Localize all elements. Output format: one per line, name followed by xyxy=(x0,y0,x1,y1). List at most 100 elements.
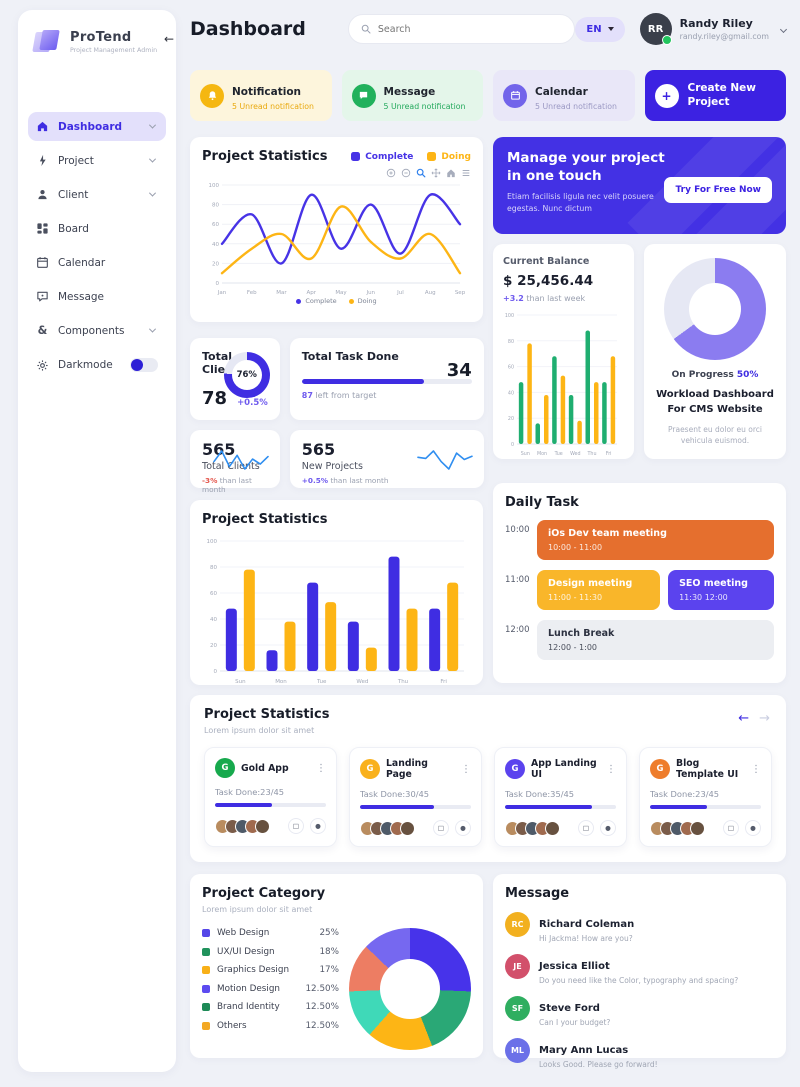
project-icon: G xyxy=(650,759,670,779)
kebab-menu-icon[interactable]: ⋮ xyxy=(606,763,616,775)
quick-card-subtitle: 5 Unread notification xyxy=(383,102,466,111)
try-for-free-button[interactable]: Try For Free Now xyxy=(664,177,772,203)
record-button[interactable]: ● xyxy=(600,820,616,836)
quick-card-notification[interactable]: Notification 5 Unread notification xyxy=(190,70,332,121)
selection-zoom-icon[interactable] xyxy=(416,168,426,178)
svg-text:Jun: Jun xyxy=(365,290,375,296)
projects-sparkline xyxy=(416,450,473,470)
menu-icon[interactable] xyxy=(461,168,471,178)
carousel-prev-button[interactable]: ← xyxy=(738,711,750,726)
record-button[interactable]: ● xyxy=(310,818,326,834)
board-icon xyxy=(36,222,49,235)
plus-icon: + xyxy=(654,83,679,108)
workload-desc: Praesent eu dolor eu orci vehicula euism… xyxy=(668,425,762,446)
projects-565-value: 565 xyxy=(301,440,336,459)
message-item[interactable]: ML Mary Ann Lucas Looks Good. Please go … xyxy=(505,1038,774,1069)
project-statistics-line-chart: 0 20 40 60 80 100 Jan Feb Mar Apr May Jun Jul Aug Sep xyxy=(209,183,466,296)
task-progress-bar xyxy=(301,379,425,384)
project-statistics-line-card: Project Statistics Complete Doing 0 20 40 6… xyxy=(190,137,483,322)
svg-text:May: May xyxy=(335,290,347,296)
attachment-button[interactable]: □ xyxy=(578,820,594,836)
app-tagline: Project Management Admin xyxy=(70,47,158,54)
svg-text:100: 100 xyxy=(209,183,220,189)
project-card[interactable]: G Blog Template UI ⋮ Task Done:23/45 □ ● xyxy=(639,747,772,847)
task-note-text: left from target xyxy=(312,391,377,400)
attachment-button[interactable]: □ xyxy=(433,820,449,836)
kebab-menu-icon[interactable]: ⋮ xyxy=(316,762,326,774)
legend-label: Brand Identity xyxy=(217,1002,280,1012)
search-bar[interactable] xyxy=(347,14,576,44)
svg-text:80: 80 xyxy=(210,565,217,571)
darkmode-toggle[interactable] xyxy=(130,358,158,372)
home-icon-sm[interactable] xyxy=(446,168,456,178)
task-time: 12:00 - 1:00 xyxy=(548,643,597,652)
task-block[interactable]: Design meeting 11:00 - 11:30 xyxy=(537,570,661,610)
svg-text:20: 20 xyxy=(508,416,514,422)
sidebar-item-components[interactable]: & Components xyxy=(28,316,166,345)
sidebar-item-client[interactable]: Client xyxy=(28,180,166,209)
search-input[interactable] xyxy=(377,23,563,35)
avatar xyxy=(400,820,415,836)
carousel-next-button[interactable]: → xyxy=(759,711,770,726)
task-title: SEO meeting xyxy=(679,578,748,589)
avatar xyxy=(690,820,705,836)
current-balance-card: Current Balance $ 25,456.44 +3.2 than la… xyxy=(493,244,634,459)
kebab-menu-icon[interactable]: ⋮ xyxy=(751,763,761,775)
sidebar-item-dashboard[interactable]: Dashboard xyxy=(28,112,166,141)
bolt-icon xyxy=(36,154,49,167)
sidebar-item-message[interactable]: Message xyxy=(28,282,166,311)
project-name: Blog Template UI xyxy=(676,758,739,780)
category-legend-row: UX/UI Design 18% xyxy=(202,947,349,957)
line-chart-mini-legend: Complete Doing xyxy=(202,297,471,305)
project-card[interactable]: G Gold App ⋮ Task Done:23/45 □ ● xyxy=(204,747,337,847)
kebab-menu-icon[interactable]: ⋮ xyxy=(461,763,471,775)
zoom-out-icon[interactable] xyxy=(401,168,411,178)
sidebar: ProTend Project Management Admin ← Dashb… xyxy=(18,10,176,1072)
create-new-project-button[interactable]: + Create New Project xyxy=(644,70,786,121)
svg-text:80: 80 xyxy=(212,203,219,209)
sidebar-collapse-button[interactable]: ← xyxy=(163,32,174,46)
sidebar-item-project[interactable]: Project xyxy=(28,146,166,175)
user-name: Randy Riley xyxy=(679,17,753,30)
project-cards: G Gold App ⋮ Task Done:23/45 □ ● G Landi… xyxy=(204,747,772,847)
legend-value: 12.50% xyxy=(305,1020,339,1031)
promo-banner: Manage your project in one touch Etiam fa… xyxy=(493,137,786,234)
sidebar-item-darkmode[interactable]: Darkmode xyxy=(28,350,166,380)
project-card[interactable]: G App Landing UI ⋮ Task Done:35/45 □ ● xyxy=(494,747,627,847)
projects-565-delta: +0.5% xyxy=(301,476,329,485)
svg-text:Sun: Sun xyxy=(235,679,246,685)
legend-swatch xyxy=(202,929,210,937)
sidebar-item-board[interactable]: Board xyxy=(28,214,166,243)
attachment-button[interactable]: □ xyxy=(288,818,304,834)
record-button[interactable]: ● xyxy=(745,820,761,836)
task-block[interactable]: iOs Dev team meeting 10:00 - 11:00 xyxy=(537,520,774,560)
chevron-down-icon xyxy=(148,325,157,333)
attachment-button[interactable]: □ xyxy=(723,820,739,836)
sidebar-item-calendar[interactable]: Calendar xyxy=(28,248,166,277)
quick-card-message[interactable]: Message 5 Unread notification xyxy=(341,70,483,121)
legend-swatch-complete xyxy=(351,152,361,161)
task-time: 11:30 12:00 xyxy=(679,593,728,602)
avatar: RR xyxy=(639,13,672,45)
task-note-value: 87 xyxy=(301,391,313,400)
app-name: ProTend xyxy=(70,30,132,45)
record-button[interactable]: ● xyxy=(455,820,471,836)
chevron-down-icon xyxy=(607,27,614,31)
project-progress-bar xyxy=(360,805,435,809)
user-menu[interactable]: RR Randy Riley randy.riley@gmail.com xyxy=(639,13,788,45)
message-item[interactable]: RC Richard Coleman Hi Jackma! How are yo… xyxy=(505,912,774,943)
zoom-in-icon[interactable] xyxy=(386,168,396,178)
project-task-done: Task Done:23/45 xyxy=(215,787,285,797)
message-item[interactable]: SF Steve Ford Can I your budget? xyxy=(505,996,774,1027)
language-selector[interactable]: EN xyxy=(575,16,625,42)
svg-text:60: 60 xyxy=(212,222,219,228)
task-block[interactable]: Lunch Break 12:00 - 1:00 xyxy=(537,620,774,660)
quick-card-calendar[interactable]: Calendar 5 Unread notification xyxy=(493,70,635,121)
message-item[interactable]: JE Jessica Elliot Do you need like the C… xyxy=(505,954,774,985)
project-card[interactable]: G Landing Page ⋮ Task Done:30/45 □ ● xyxy=(349,747,482,847)
pan-icon[interactable] xyxy=(431,168,441,178)
task-block[interactable]: SEO meeting 11:30 12:00 xyxy=(668,570,774,610)
svg-text:Sun: Sun xyxy=(521,451,530,457)
clients-sparkline xyxy=(212,450,269,470)
workload-donut xyxy=(664,258,766,360)
